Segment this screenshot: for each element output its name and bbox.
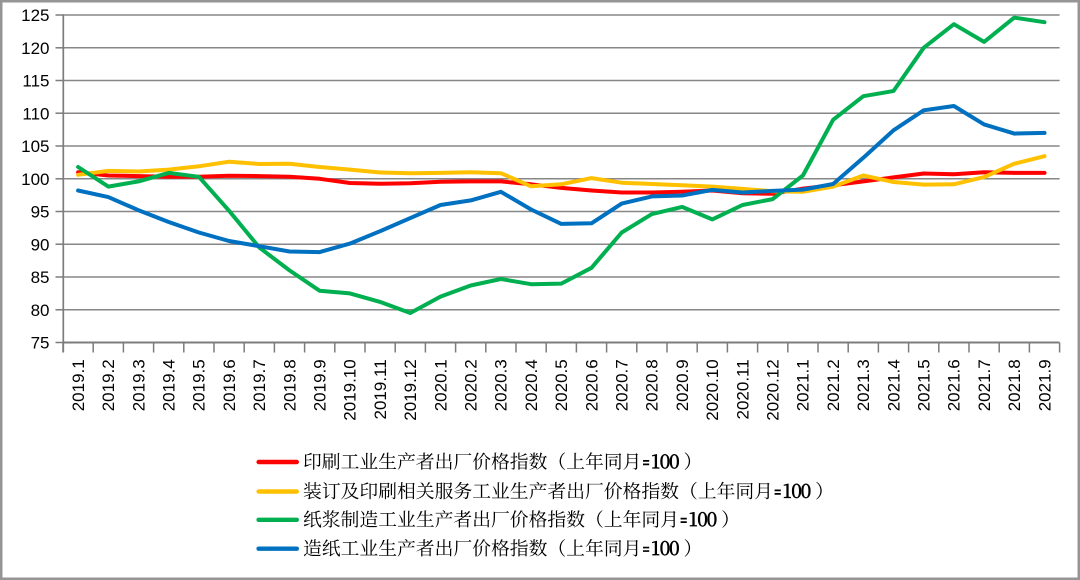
svg-text:100: 100 xyxy=(21,170,49,189)
svg-text:2020.2: 2020.2 xyxy=(462,359,481,411)
svg-text:2020.8: 2020.8 xyxy=(643,359,662,411)
svg-text:2019.11: 2019.11 xyxy=(371,359,390,419)
svg-text:115: 115 xyxy=(22,72,49,91)
svg-text:90: 90 xyxy=(31,235,50,254)
svg-text:2019.8: 2019.8 xyxy=(280,359,299,411)
svg-text:120: 120 xyxy=(21,39,49,58)
svg-text:2021.8: 2021.8 xyxy=(1005,359,1024,411)
svg-text:2020.9: 2020.9 xyxy=(673,359,692,411)
svg-text:2021.6: 2021.6 xyxy=(945,359,964,411)
svg-text:2020.7: 2020.7 xyxy=(613,359,632,411)
svg-text:75: 75 xyxy=(31,334,50,353)
svg-text:2020.12: 2020.12 xyxy=(764,359,783,420)
svg-text:85: 85 xyxy=(31,268,50,287)
svg-text:2019.5: 2019.5 xyxy=(190,359,209,411)
svg-text:2020.6: 2020.6 xyxy=(582,359,601,411)
svg-text:110: 110 xyxy=(22,104,49,123)
svg-text:2020.5: 2020.5 xyxy=(552,359,571,411)
svg-text:2021.5: 2021.5 xyxy=(915,359,934,411)
svg-text:2019.10: 2019.10 xyxy=(341,359,360,420)
svg-text:2020.1: 2020.1 xyxy=(431,359,450,411)
svg-text:2019.4: 2019.4 xyxy=(160,359,179,411)
svg-text:2019.6: 2019.6 xyxy=(220,359,239,411)
svg-text:2021.7: 2021.7 xyxy=(975,359,994,411)
svg-text:2019.7: 2019.7 xyxy=(250,359,269,411)
svg-text:2021.2: 2021.2 xyxy=(824,359,843,411)
svg-text:80: 80 xyxy=(31,301,50,320)
svg-text:2019.3: 2019.3 xyxy=(129,359,148,411)
svg-text:2021.1: 2021.1 xyxy=(794,359,813,411)
svg-text:105: 105 xyxy=(21,137,49,156)
svg-text:2020.3: 2020.3 xyxy=(492,359,511,411)
svg-text:2021.4: 2021.4 xyxy=(884,359,903,411)
svg-text:2019.9: 2019.9 xyxy=(311,359,330,411)
svg-text:95: 95 xyxy=(31,203,50,222)
svg-text:125: 125 xyxy=(21,6,49,25)
svg-text:2020.10: 2020.10 xyxy=(703,359,722,420)
svg-text:2019.12: 2019.12 xyxy=(401,359,420,420)
svg-text:2021.3: 2021.3 xyxy=(854,359,873,411)
svg-text:2020.4: 2020.4 xyxy=(522,359,541,411)
svg-text:2020.11: 2020.11 xyxy=(733,359,752,419)
svg-text:2019.2: 2019.2 xyxy=(99,359,118,411)
svg-text:2019.1: 2019.1 xyxy=(69,359,88,411)
svg-text:2021.9: 2021.9 xyxy=(1035,359,1054,411)
